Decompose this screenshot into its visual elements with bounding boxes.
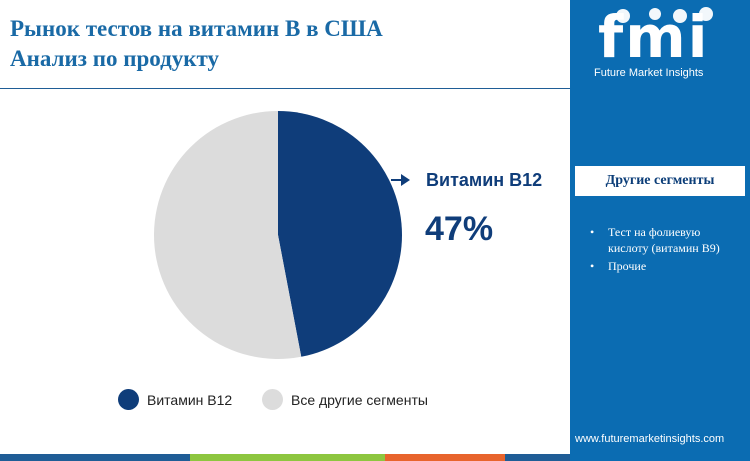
bullet-icon: • [590,259,595,273]
legend-item-other-segments: Все другие сегменты [262,389,428,410]
logo-tagline: Future Market Insights [594,67,704,79]
bottom-bar-segment [385,454,505,461]
bottom-bar-segment [505,454,570,461]
bottom-color-bar [0,454,570,461]
title-line-1: Рынок тестов на витамин B в США [10,16,383,41]
legend-item-vitamin-b12: Витамин B12 [118,389,232,410]
other-segments-title: Другие сегменты [605,173,715,188]
other-segments-list: • Тест на фолиевую кислоту (витамин B9) •… [590,224,740,276]
title-line-2: Анализ по продукту [10,46,219,71]
logo-text: fmi [598,3,710,71]
pie-chart [154,110,410,359]
legend-label-vitamin-b12: Витамин B12 [147,391,233,408]
logo-icon [616,7,713,23]
segment-item-label: Прочие [608,259,647,273]
chart-title: Рынок тестов на витамин B в США Анализ п… [10,14,550,74]
pie-slice-other-segments [154,110,302,359]
callout-arrow [391,174,410,186]
website-link[interactable]: www.futuremarketinsights.com [575,433,725,445]
legend: Витамин B12 Все другие сегменты [0,389,570,413]
callout-label: Витамин B12 [426,170,543,190]
bottom-bar-segment [0,454,190,461]
title-divider [0,88,570,89]
callout-value: 47% [425,210,494,248]
legend-label-other-segments: Все другие сегменты [291,391,428,408]
segment-item-label: Тест на фолиевую кислоту (витамин B9) [608,225,720,255]
other-segments-header: Другие сегменты [575,166,745,196]
legend-swatch-vitamin-b12 [118,389,139,410]
segment-item-other: • Прочие [590,258,740,274]
bottom-bar-segment [190,454,385,461]
segment-item-folic-acid-test: • Тест на фолиевую кислоту (витамин B9) [590,224,740,256]
sidebar-panel: fmi Future Market Insights Другие сегмен… [570,0,750,461]
pie-slices [154,110,403,359]
pie-slice-vitamin-b12 [278,111,403,357]
legend-swatch-other-segments [262,389,283,410]
bullet-icon: • [590,225,595,239]
